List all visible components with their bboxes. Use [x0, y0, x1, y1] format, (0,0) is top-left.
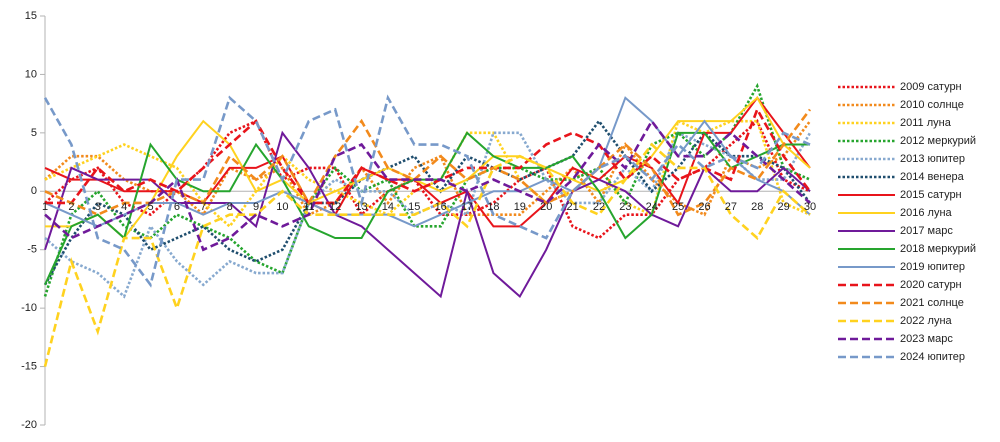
- legend-label: 2021 солнце: [900, 297, 964, 309]
- x-tick-label: 21: [566, 201, 578, 213]
- x-tick-label: 16: [435, 201, 447, 213]
- legend-label: 2018 меркурий: [900, 243, 976, 255]
- x-tick-label: 7: [200, 201, 206, 213]
- legend-label: 2009 сатурн: [900, 81, 962, 93]
- x-tick-label: 24: [646, 201, 658, 213]
- x-tick-label: 15: [408, 201, 420, 213]
- x-tick-label: 13: [355, 201, 367, 213]
- y-tick-label: -20: [21, 419, 37, 431]
- x-tick-label: 25: [672, 201, 684, 213]
- legend-label: 2019 юпитер: [900, 261, 965, 273]
- y-tick-label: -10: [21, 302, 37, 314]
- x-tick-label: 2: [68, 201, 74, 213]
- y-tick-label: -5: [27, 244, 37, 256]
- legend-label: 2011 луна: [900, 117, 952, 129]
- legend-label: 2020 сатурн: [900, 279, 962, 291]
- legend-label: 2012 меркурий: [900, 135, 976, 147]
- legend-label: 2017 марс: [900, 225, 953, 237]
- y-tick-label: 5: [31, 127, 37, 139]
- x-tick-label: 23: [619, 201, 631, 213]
- x-tick-label: 5: [147, 201, 153, 213]
- series-line: [43, 119, 812, 286]
- x-tick-label: 3: [95, 201, 101, 213]
- series-line: [44, 96, 811, 228]
- legend-label: 2024 юпитер: [900, 351, 965, 363]
- x-tick-label: 22: [593, 201, 605, 213]
- x-tick-label: 19: [514, 201, 526, 213]
- y-tick-label: 0: [31, 185, 37, 197]
- y-tick-label: 15: [25, 10, 37, 22]
- x-tick-label: 28: [751, 201, 763, 213]
- series-line: [45, 106, 812, 205]
- legend-label: 2013 юпитер: [900, 153, 965, 165]
- x-tick-label: 11: [303, 201, 314, 213]
- x-tick-label: 18: [487, 201, 499, 213]
- x-tick-label: 27: [725, 201, 737, 213]
- x-tick-label: 26: [698, 201, 710, 213]
- x-tick-label: 29: [777, 201, 789, 213]
- legend-label: 2022 луна: [900, 315, 953, 327]
- legend-label: 2023 марс: [900, 333, 953, 345]
- legend-label: 2010 солнце: [900, 99, 964, 111]
- x-tick-label: 9: [253, 201, 259, 213]
- x-tick-label: 6: [174, 201, 180, 213]
- legend-label: 2015 сатурн: [900, 189, 962, 201]
- series-line: [43, 142, 811, 367]
- series-line: [43, 82, 811, 297]
- x-tick-label: 12: [329, 201, 341, 213]
- x-tick-label: 14: [382, 201, 394, 213]
- x-tick-label: 30: [804, 201, 816, 213]
- x-tick-label: 10: [276, 201, 288, 213]
- x-tick-label: 8: [227, 201, 233, 213]
- series-line: [43, 94, 811, 288]
- y-tick-label: 10: [25, 68, 37, 80]
- series-line: [44, 118, 811, 252]
- x-tick-label: 17: [461, 201, 473, 213]
- series-line: [44, 119, 811, 229]
- series-line: [44, 120, 812, 217]
- legend-label: 2016 луна: [900, 207, 953, 219]
- x-tick-label: 1: [42, 201, 48, 213]
- x-tick-label: 4: [121, 201, 127, 213]
- x-tick-label: 20: [540, 201, 552, 213]
- series-line: [44, 96, 811, 228]
- y-tick-label: -15: [21, 360, 37, 372]
- legend-label: 2014 венера: [900, 171, 965, 183]
